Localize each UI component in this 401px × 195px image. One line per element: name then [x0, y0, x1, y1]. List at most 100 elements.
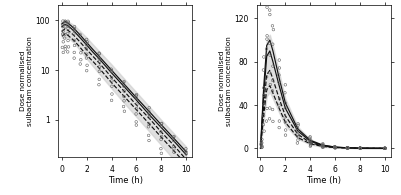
Point	[71, 51, 77, 54]
Point	[259, 141, 265, 144]
Point	[62, 33, 68, 36]
Point	[182, 174, 189, 177]
Point	[344, 146, 350, 150]
Point	[357, 146, 363, 150]
Point	[108, 99, 115, 102]
Point	[294, 129, 300, 133]
Point	[261, 55, 267, 58]
Point	[109, 92, 115, 96]
Point	[276, 58, 282, 62]
Point	[357, 147, 363, 150]
Point	[345, 147, 351, 150]
Point	[270, 28, 277, 31]
Point	[59, 33, 66, 36]
Point	[282, 115, 288, 118]
Point	[96, 83, 102, 86]
Point	[121, 110, 128, 113]
Point	[269, 108, 276, 111]
Point	[263, 75, 270, 78]
Point	[71, 44, 78, 47]
Point	[83, 53, 90, 56]
Point	[71, 29, 77, 32]
Point	[267, 9, 273, 12]
Point	[133, 107, 140, 110]
Point	[109, 79, 115, 82]
Point	[344, 147, 350, 150]
Point	[307, 145, 314, 148]
Point	[261, 86, 267, 89]
Point	[276, 120, 283, 123]
Point	[381, 147, 388, 150]
Point	[108, 70, 115, 73]
Point	[60, 40, 67, 43]
Point	[276, 81, 282, 84]
Point	[295, 138, 301, 142]
Point	[266, 42, 273, 45]
Point	[282, 129, 289, 132]
Point	[266, 71, 273, 74]
Point	[133, 97, 140, 100]
Point	[259, 138, 265, 141]
Y-axis label: Dose normalised
sulbactam concentration: Dose normalised sulbactam concentration	[20, 36, 33, 126]
Point	[170, 145, 177, 148]
Point	[332, 146, 338, 149]
Point	[65, 20, 71, 23]
Point	[71, 25, 78, 28]
Point	[282, 83, 289, 86]
Point	[382, 147, 388, 150]
Point	[146, 139, 152, 142]
Point	[258, 143, 264, 146]
Point	[320, 144, 326, 148]
Point	[295, 135, 302, 138]
Point	[96, 78, 103, 81]
Point	[77, 58, 84, 61]
Point	[183, 157, 189, 160]
Point	[381, 147, 388, 150]
Point	[183, 161, 190, 164]
Point	[108, 69, 115, 72]
Point	[319, 144, 326, 147]
Point	[382, 147, 388, 150]
Point	[270, 65, 276, 68]
Point	[381, 147, 388, 150]
Point	[60, 30, 66, 33]
Point	[183, 152, 189, 155]
Point	[344, 146, 350, 149]
Point	[77, 62, 83, 66]
Point	[109, 85, 115, 88]
Point	[133, 93, 140, 96]
Point	[121, 90, 128, 93]
Point	[282, 121, 289, 124]
Point	[258, 140, 265, 144]
Y-axis label: Dose normalised
sulbactam concentration: Dose normalised sulbactam concentration	[219, 36, 232, 126]
Point	[158, 125, 165, 128]
Point	[84, 64, 90, 67]
Point	[270, 120, 276, 123]
Point	[259, 146, 265, 149]
Point	[65, 39, 71, 42]
Point	[344, 146, 351, 149]
Point	[61, 36, 68, 40]
Point	[320, 146, 326, 149]
Point	[357, 147, 363, 150]
Point	[133, 112, 139, 115]
Point	[260, 114, 267, 117]
Point	[171, 147, 177, 151]
Point	[345, 146, 351, 149]
Point	[96, 60, 103, 63]
Point	[261, 103, 267, 106]
Point	[77, 33, 83, 36]
Point	[319, 144, 326, 147]
Point	[62, 25, 68, 28]
Point	[381, 147, 388, 150]
Point	[344, 146, 351, 150]
Point	[59, 22, 66, 26]
X-axis label: Time (h): Time (h)	[108, 176, 143, 185]
Point	[264, 107, 270, 110]
Point	[276, 104, 282, 107]
Point	[65, 32, 71, 35]
Point	[170, 139, 177, 142]
Point	[158, 130, 164, 133]
Point	[308, 144, 314, 147]
Point	[357, 146, 363, 150]
